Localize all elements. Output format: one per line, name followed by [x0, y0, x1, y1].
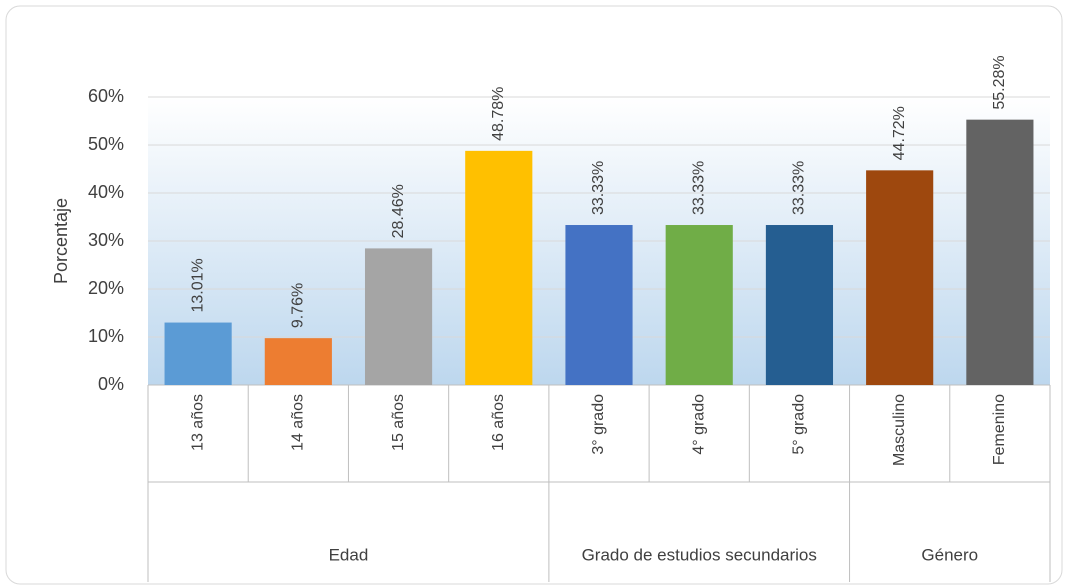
bar: [465, 150, 533, 385]
data-label: 33.33%: [690, 161, 707, 215]
bar: [665, 225, 733, 385]
bar: [164, 322, 232, 385]
x-tick-label: 14 años: [290, 394, 307, 451]
data-label: 28.46%: [390, 184, 407, 238]
data-label: 48.78%: [490, 87, 507, 141]
data-label: 33.33%: [791, 161, 808, 215]
y-tick-label: 50%: [88, 134, 124, 154]
data-label: 9.76%: [290, 283, 307, 328]
group-label: Edad: [329, 545, 369, 564]
y-axis-label: Porcentaje: [51, 198, 71, 284]
data-label: 33.33%: [590, 161, 607, 215]
y-tick-label: 30%: [88, 230, 124, 250]
data-label: 13.01%: [189, 258, 206, 312]
bar: [966, 119, 1034, 385]
bar: [364, 248, 433, 385]
y-tick-label: 60%: [88, 86, 124, 106]
bar: [565, 225, 633, 385]
x-tick-label: 15 años: [390, 394, 407, 451]
data-label: 55.28%: [991, 55, 1008, 109]
x-tick-label: 3° grado: [590, 394, 607, 455]
bar: [866, 170, 934, 385]
x-tick-label: 13 años: [189, 394, 206, 451]
data-label: 44.72%: [891, 106, 908, 160]
y-tick-label: 10%: [88, 326, 124, 346]
x-tick-label: 16 años: [490, 394, 507, 451]
x-tick-label: 5° grado: [791, 394, 808, 455]
y-tick-label: 40%: [88, 182, 124, 202]
x-tick-label: Femenino: [991, 394, 1008, 465]
bar: [264, 338, 332, 385]
group-label: Género: [921, 545, 978, 564]
y-tick-label: 20%: [88, 278, 124, 298]
x-tick-label: 4° grado: [690, 394, 707, 455]
y-tick-label: 0%: [98, 374, 124, 394]
x-tick-label: Masculino: [891, 394, 908, 466]
group-label: Grado de estudios secundarios: [582, 545, 817, 564]
bar: [765, 225, 834, 385]
